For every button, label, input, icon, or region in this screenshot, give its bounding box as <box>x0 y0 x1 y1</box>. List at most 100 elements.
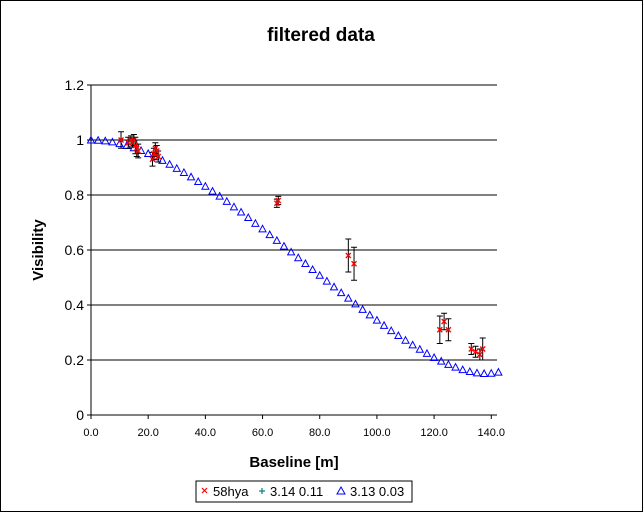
data-point <box>155 153 162 160</box>
fit-point <box>186 172 196 181</box>
data-point <box>476 351 483 358</box>
fit-point <box>336 288 346 297</box>
fit-point <box>479 368 489 377</box>
data-point <box>468 346 475 352</box>
legend: 58hya 3.14 0.11 3.13 0.03 <box>195 480 413 503</box>
data-point <box>445 326 452 333</box>
fit-point <box>365 310 375 319</box>
fit-point <box>222 196 232 205</box>
x-tick-label: 120.0 <box>420 427 448 439</box>
fit-point <box>465 366 475 376</box>
fit-point <box>415 344 425 353</box>
x-tick-label: 80.0 <box>309 427 330 439</box>
x-tick-label: 140.0 <box>478 427 506 439</box>
legend-label-3-14-0-11: 3.14 0.11 <box>270 484 323 499</box>
fit-point <box>215 191 224 200</box>
fit-point <box>93 135 103 144</box>
fit-point <box>293 253 303 262</box>
data-point <box>153 148 160 154</box>
y-tick-label: 1 <box>76 132 84 148</box>
fit-point <box>458 365 468 374</box>
x-tick-label: 0.0 <box>83 427 98 439</box>
fit-point <box>343 293 353 302</box>
fit-point <box>272 235 282 244</box>
fit-point <box>236 207 246 216</box>
fit-point <box>301 258 310 267</box>
data-point <box>149 156 156 163</box>
fit-point <box>379 320 389 329</box>
x-tick-label: 20.0 <box>137 427 158 439</box>
x-axis-label: Baseline [m] <box>249 454 338 471</box>
legend-label-58hya: 58hya <box>213 484 249 499</box>
legend-marker-58hya <box>201 487 208 494</box>
y-tick-labels: 0 0.2 0.4 0.6 0.8 1 1.2 <box>65 77 85 423</box>
y-tick-label: 0.6 <box>65 242 85 258</box>
x-tick-label: 100.0 <box>363 427 391 439</box>
data-point <box>351 260 358 267</box>
data-point <box>345 252 352 259</box>
fit-point <box>486 368 496 377</box>
x-tick-labels: 0.0 20.0 40.0 60.0 80.0 100.0 120.0 140.0 <box>83 427 505 439</box>
fit-point <box>229 202 239 211</box>
y-tick-label: 0 <box>76 407 84 423</box>
data-point <box>479 346 486 352</box>
fit-point <box>451 362 460 371</box>
fit-point <box>444 359 453 368</box>
data-series-58hya <box>118 137 486 358</box>
data-point <box>118 137 124 143</box>
fit-point <box>258 224 267 233</box>
chart-title: filtered data <box>267 25 375 46</box>
fit-point <box>172 163 182 172</box>
data-point <box>472 348 479 355</box>
fit-point <box>358 304 367 313</box>
fit-point <box>108 137 117 146</box>
legend-marker-3-14-0-11 <box>259 488 265 494</box>
fit-series-3-13-0-03 <box>86 135 503 377</box>
fit-point <box>193 176 203 186</box>
fit-point <box>201 181 210 190</box>
fit-point <box>329 282 339 291</box>
fit-point <box>208 186 217 195</box>
fit-point <box>158 155 167 164</box>
legend-marker-3-13-0-03 <box>336 485 346 495</box>
fit-point <box>243 212 253 222</box>
fit-point <box>315 270 325 279</box>
fit-point <box>279 241 289 250</box>
fit-point <box>429 352 439 362</box>
fit-point <box>436 356 446 365</box>
data-point <box>441 318 448 325</box>
fit-point <box>494 367 503 376</box>
fit-point <box>100 136 110 145</box>
fit-point <box>401 335 410 344</box>
fit-point <box>351 299 360 308</box>
fit-point <box>322 276 332 285</box>
axes <box>87 84 497 419</box>
fit-point <box>408 340 417 349</box>
fit-point <box>251 218 260 227</box>
fit-point <box>165 159 174 168</box>
x-tick-label: 40.0 <box>195 427 216 439</box>
legend-box <box>195 480 413 503</box>
fit-point <box>143 148 153 157</box>
fit-point <box>286 247 296 256</box>
y-tick-label: 0.4 <box>65 297 85 313</box>
fit-point <box>472 368 482 377</box>
fit-point <box>372 315 382 324</box>
legend-label-3-13-0-03: 3.13 0.03 <box>350 484 404 499</box>
y-tick-label: 0.8 <box>65 187 85 203</box>
fit-point <box>179 167 189 176</box>
fit-point <box>422 348 432 357</box>
data-point <box>436 326 443 333</box>
fit-point <box>386 326 396 335</box>
x-tick-label: 60.0 <box>252 427 273 439</box>
y-tick-label: 0.2 <box>65 352 85 368</box>
data-point <box>275 197 282 204</box>
data-point <box>130 137 137 143</box>
fit-point <box>394 330 403 340</box>
fit-point <box>308 264 317 274</box>
y-axis-label: Visibility <box>30 219 47 281</box>
data-point <box>135 148 142 154</box>
gridlines <box>91 84 497 361</box>
y-tick-label: 1.2 <box>65 77 85 93</box>
